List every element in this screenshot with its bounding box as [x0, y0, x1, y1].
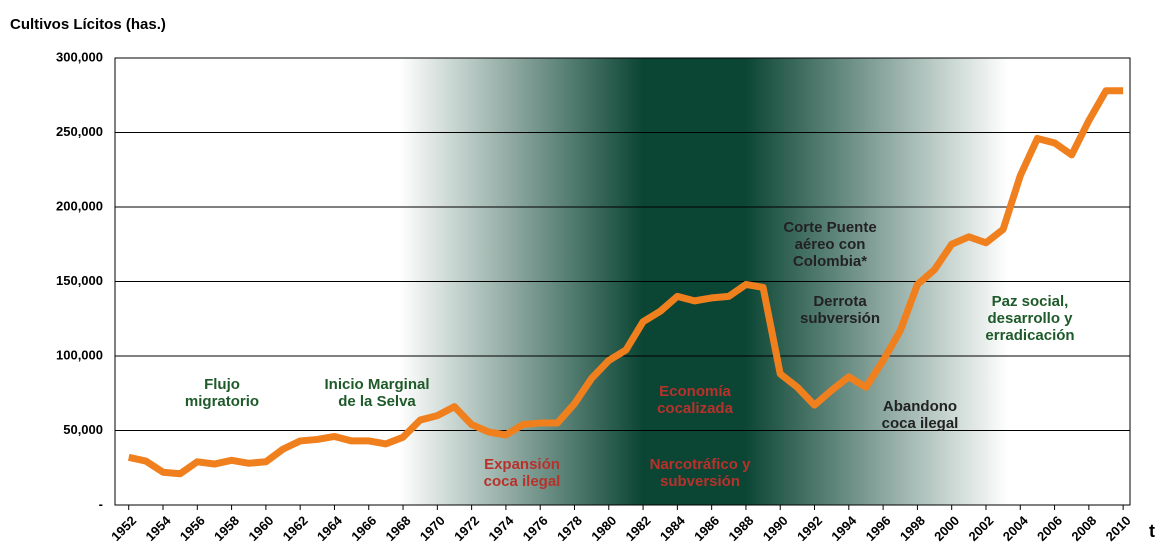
- x-tick-label: 1994: [828, 512, 860, 544]
- x-tick-label: 1960: [245, 513, 276, 544]
- x-tick-label: 1988: [725, 513, 756, 544]
- x-axis-label: t: [1149, 521, 1155, 541]
- annotation: Paz social,: [992, 293, 1069, 310]
- plot-border: [114, 57, 1131, 506]
- x-tick-label: 2010: [1103, 513, 1134, 544]
- x-tick-label: 1952: [108, 513, 139, 544]
- x-tick-label: 1976: [520, 513, 551, 544]
- x-tick-label: 1954: [143, 512, 175, 544]
- annotation: Corte Puente: [783, 219, 876, 236]
- x-tick-label: 1958: [211, 513, 242, 544]
- x-tick-label: 1978: [554, 513, 585, 544]
- annotation: Flujo: [204, 376, 240, 393]
- x-tick-label: 2002: [965, 513, 996, 544]
- annotation: aéreo con: [795, 236, 866, 253]
- y-tick-label: -: [99, 496, 103, 511]
- annotation: desarrollo y: [987, 310, 1073, 327]
- x-tick-label: 1974: [485, 512, 517, 544]
- x-tick-label: 1990: [760, 513, 791, 544]
- y-tick-label: 50,000: [63, 422, 103, 437]
- x-tick-label: 2004: [1000, 512, 1032, 544]
- x-tick-label: 1998: [897, 513, 928, 544]
- annotation: Colombia*: [793, 253, 867, 270]
- x-tick-label: 1980: [588, 513, 619, 544]
- annotation: de la Selva: [338, 393, 416, 410]
- x-tick-label: 1996: [863, 513, 894, 544]
- annotation: Derrota: [813, 293, 867, 310]
- x-tick-label: 1962: [280, 513, 311, 544]
- x-tick-label: 1982: [623, 513, 654, 544]
- annotation: subversión: [660, 473, 740, 490]
- x-tick-label: 1972: [451, 513, 482, 544]
- annotation: erradicación: [985, 327, 1074, 344]
- annotation: coca ilegal: [882, 415, 959, 432]
- x-tick-label: 2008: [1068, 513, 1099, 544]
- annotation: cocalizada: [657, 400, 734, 417]
- chart-title: Cultivos Lícitos (has.): [10, 16, 166, 33]
- annotation: Expansión: [484, 456, 560, 473]
- annotation: migratorio: [185, 393, 259, 410]
- x-tick-label: 1966: [348, 513, 379, 544]
- annotation: coca ilegal: [484, 473, 561, 490]
- x-tick-label: 1984: [657, 512, 689, 544]
- annotation: Inicio Marginal: [324, 376, 429, 393]
- x-tick-label: 1986: [691, 513, 722, 544]
- annotation: Abandono: [883, 398, 957, 415]
- x-tick-label: 1992: [794, 513, 825, 544]
- y-tick-label: 250,000: [56, 124, 103, 139]
- x-tick-label: 1956: [177, 513, 208, 544]
- x-tick-label: 1970: [417, 513, 448, 544]
- x-tick-label: 2006: [1034, 513, 1065, 544]
- y-tick-label: 100,000: [56, 347, 103, 362]
- x-tick-label: 2000: [931, 513, 962, 544]
- annotation: subversión: [800, 310, 880, 327]
- data-line: [127, 87, 1124, 478]
- annotation: Narcotráfico y: [650, 456, 752, 473]
- annotation: Economía: [659, 383, 731, 400]
- y-tick-label: 200,000: [56, 198, 103, 213]
- x-tick-label: 1968: [383, 513, 414, 544]
- y-tick-label: 300,000: [56, 49, 103, 64]
- y-tick-label: 150,000: [56, 273, 103, 288]
- x-tick-label: 1964: [314, 512, 346, 544]
